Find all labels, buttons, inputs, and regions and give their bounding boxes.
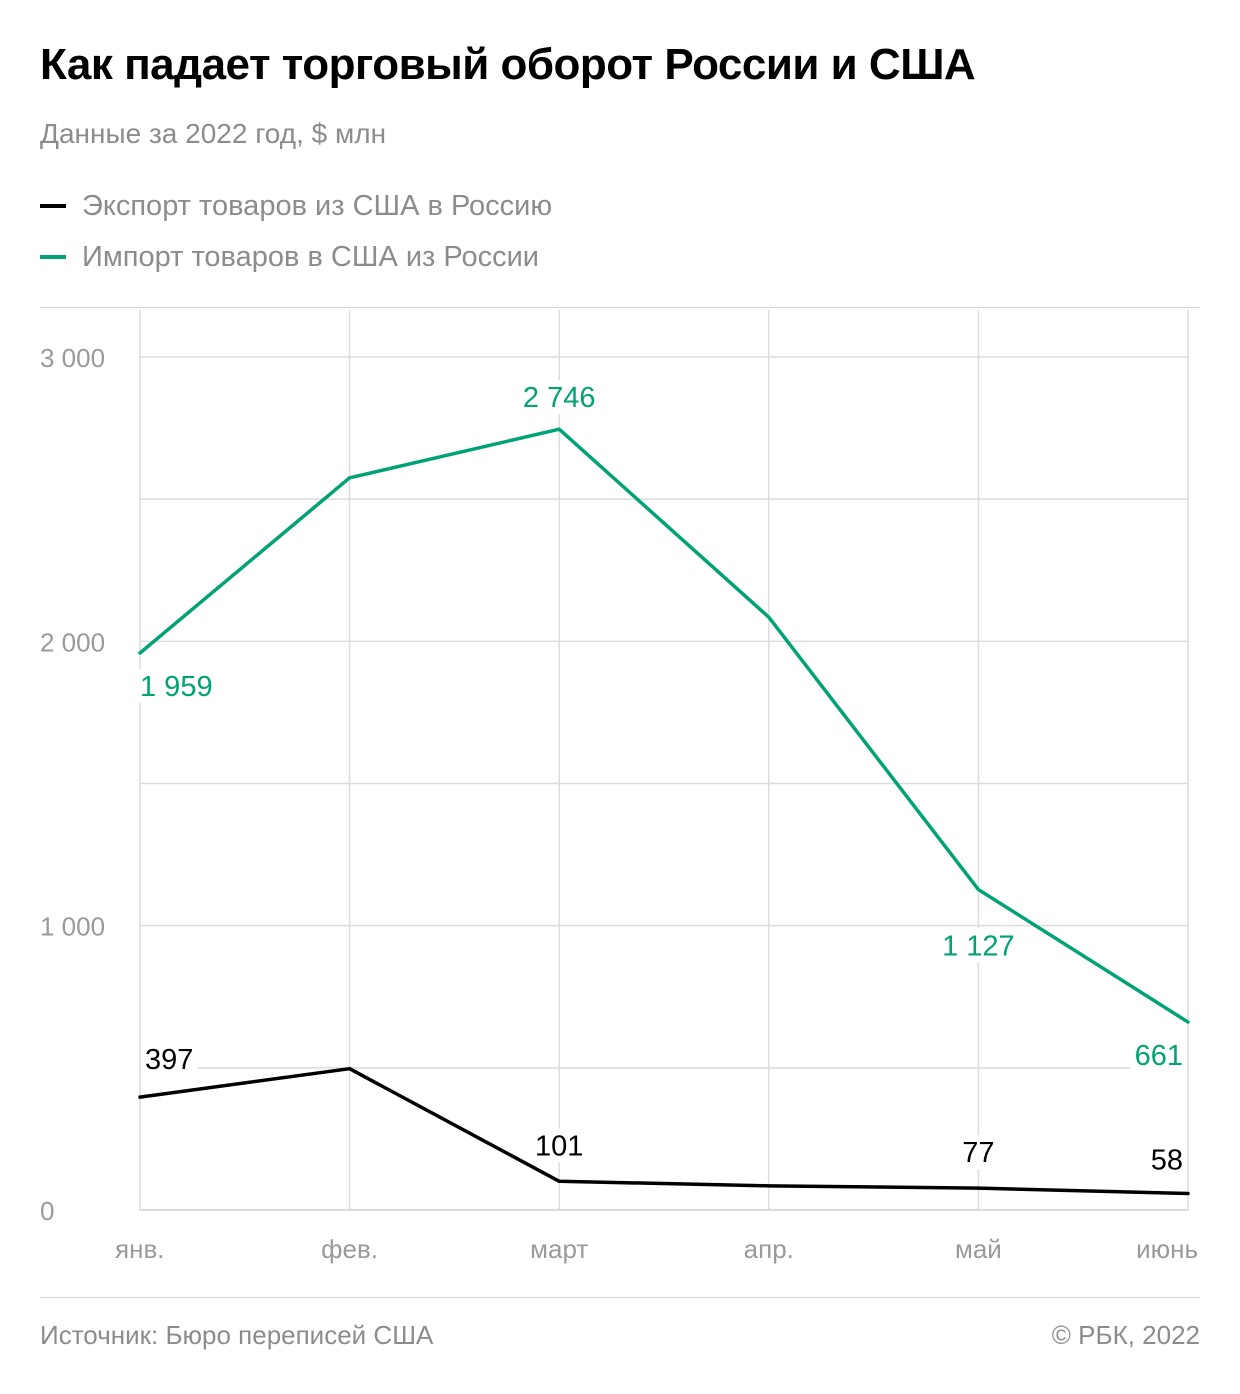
y-tick-label: 1 000 [40,912,105,942]
y-tick-label: 0 [40,1196,54,1226]
legend-label-import: Импорт товаров в США из России [82,240,539,273]
data-label-bg [1145,1142,1187,1177]
x-tick-label: июнь [1136,1234,1198,1264]
legend: Экспорт товаров из США в Россию Импорт т… [40,186,552,288]
chart-subtitle: Данные за 2022 год, $ млн [40,118,387,149]
x-tick-label: янв. [115,1234,164,1264]
copyright-note: © РБК, 2022 [1051,1320,1200,1350]
x-tick-label: апр. [744,1234,794,1264]
series-line-import [138,427,1190,1024]
data-label-import: 661 [1135,1040,1183,1072]
source-note: Источник: Бюро переписей США [40,1320,434,1350]
data-label-export: 77 [962,1137,994,1169]
series-line-export [138,1066,1190,1196]
x-tick-label: май [955,1234,1002,1264]
data-label-bg [1130,1038,1187,1073]
data-label-bg [515,380,603,415]
legend-item-import: Импорт товаров в США из России [40,237,552,277]
legend-item-export: Экспорт товаров из США в Россию [40,186,552,226]
x-tick-label: фев. [321,1234,378,1264]
data-label-bg [530,1128,588,1163]
line-chart: 0 1 000 2 000 3 000 янв. фев. март апр. май июнь 3… [40,310,1198,1264]
data-label-import: 1 959 [140,671,213,703]
top-divider [40,307,1200,308]
x-tick-label: март [530,1234,588,1264]
bottom-divider [40,1297,1200,1298]
data-label-export: 58 [1151,1145,1183,1177]
data-label-bg [141,1042,198,1077]
legend-swatch-export [40,204,66,208]
data-label-bg [957,1135,1000,1170]
chart-title: Как падает торговый оборот России и США [40,40,976,89]
data-label-export: 101 [535,1130,583,1162]
y-tick-label: 3 000 [40,343,105,373]
legend-label-export: Экспорт товаров из США в Россию [82,189,553,222]
data-label-import: 2 746 [523,382,596,414]
legend-swatch-import [40,255,66,259]
data-label-import: 1 127 [942,931,1015,963]
y-tick-label: 2 000 [40,627,105,657]
data-label-bg [136,668,223,703]
data-label-bg [934,928,1022,963]
data-label-export: 397 [145,1044,193,1076]
